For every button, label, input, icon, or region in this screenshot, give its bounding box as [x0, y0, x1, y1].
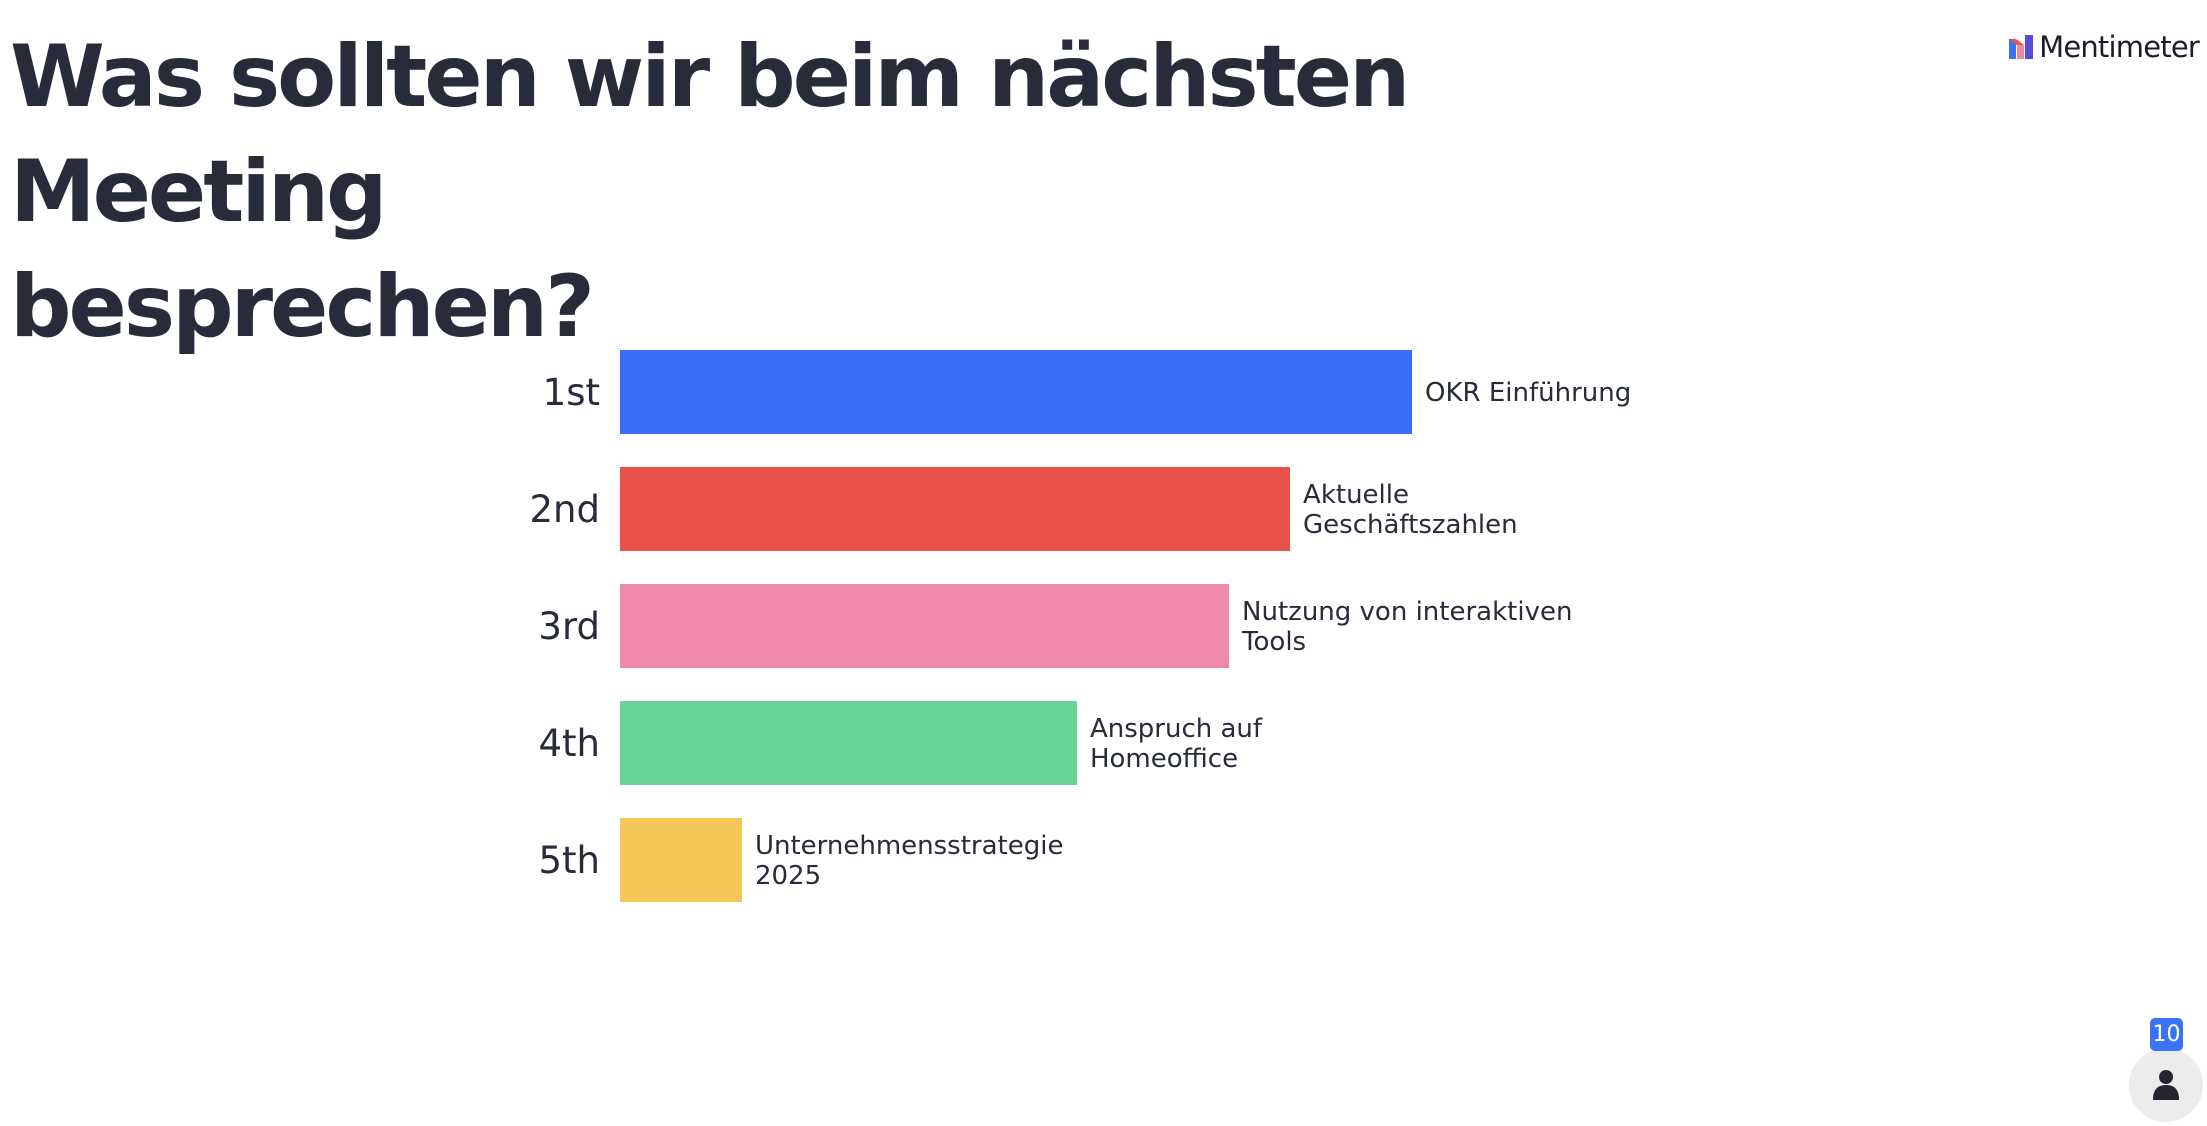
option-label-line: OKR Einführung [1425, 378, 1631, 408]
option-label-line: Aktuelle [1303, 480, 1409, 510]
option-label: Nutzung von interaktiven Tools [1241, 597, 1572, 657]
option-label-line: 2025 [755, 861, 821, 891]
option-label-line: Unternehmensstrategie [755, 831, 1064, 861]
rank-label: 2nd [530, 488, 600, 531]
option-label-line: Tools [1241, 627, 1306, 657]
option-label-line: Geschäftszahlen [1303, 510, 1518, 540]
option-label-line: Anspruch auf [1090, 714, 1263, 744]
ranking-bar [620, 584, 1230, 668]
question-title-line-2: besprechen? [10, 257, 595, 357]
rank-label: 1st [543, 371, 600, 414]
option-label-line: Nutzung von interaktiven [1242, 597, 1572, 627]
option-label-line: Homeoffice [1090, 744, 1238, 774]
brand-logo: Mentimeter [2009, 30, 2200, 64]
brand-name: Mentimeter [2039, 30, 2200, 64]
ranking-bar [620, 467, 1291, 551]
participant-counter[interactable]: 10 [2129, 1018, 2203, 1122]
option-label: OKR Einführung [1425, 378, 1631, 408]
question-title: Was sollten wir beim nächsten Meeting be… [10, 20, 1710, 365]
participants-avatar[interactable] [2129, 1048, 2203, 1122]
ranking-bar [620, 818, 742, 902]
ranking-bar [620, 350, 1412, 434]
question-title-line-1: Was sollten wir beim nächsten Meeting [10, 27, 1410, 242]
option-label: Aktuelle Geschäftszahlen [1303, 480, 1518, 540]
rank-label: 5th [539, 839, 601, 882]
rank-label: 3rd [538, 605, 600, 648]
participant-count-badge: 10 [2150, 1018, 2183, 1051]
rank-label: 4th [539, 722, 601, 765]
ranking-bar [620, 701, 1077, 785]
person-icon [2153, 1070, 2179, 1100]
mentimeter-logo-icon [2009, 35, 2034, 59]
option-label: Anspruch auf Homeoffice [1090, 714, 1263, 774]
option-label: Unternehmensstrategie 2025 [755, 831, 1064, 891]
